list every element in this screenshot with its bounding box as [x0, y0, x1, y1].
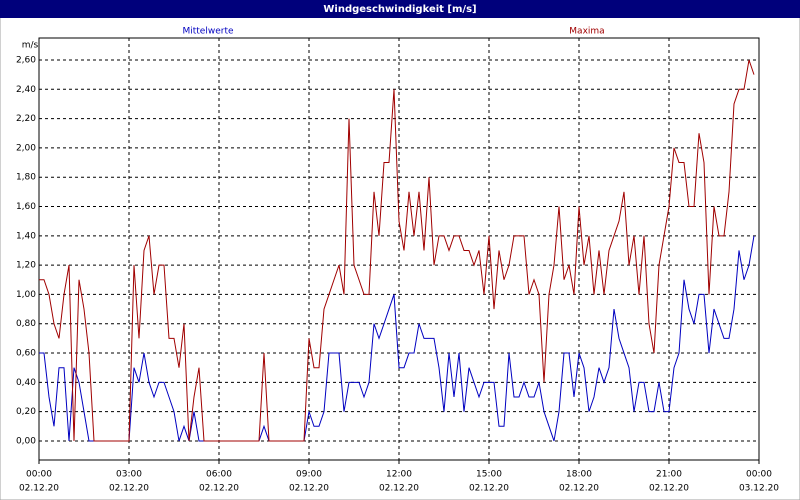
x-tick-date: 02.12.20: [379, 484, 419, 494]
y-tick-label: 1,60: [16, 202, 36, 212]
y-tick-label: 2,00: [16, 143, 36, 153]
x-tick-date: 02.12.20: [649, 484, 689, 494]
x-tick-label: 12:00: [386, 470, 412, 480]
x-tick-date: 02.12.20: [109, 484, 149, 494]
x-tick-label: 09:00: [296, 470, 322, 480]
chart-title: Windgeschwindigkeit [m/s]: [323, 4, 476, 15]
title-bar: [0, 0, 800, 18]
y-tick-label: 2,40: [16, 85, 36, 95]
y-tick-label: 0,20: [16, 407, 36, 417]
legend-label: Mittelwerte: [182, 27, 233, 37]
y-tick-label: 1,40: [16, 231, 36, 241]
y-tick-label: 0,80: [16, 319, 36, 329]
y-tick-label: 0,40: [16, 378, 36, 388]
y-tick-label: 2,20: [16, 114, 36, 124]
x-tick-date: 02.12.20: [199, 484, 239, 494]
y-tick-label: 1,00: [16, 290, 36, 300]
x-tick-label: 06:00: [206, 470, 232, 480]
x-tick-date: 02.12.20: [289, 484, 329, 494]
y-unit: m/s: [22, 41, 39, 51]
y-tick-label: 2,60: [16, 55, 36, 65]
x-tick-label: 21:00: [656, 470, 682, 480]
x-tick-date: 02.12.20: [559, 484, 599, 494]
x-tick-label: 15:00: [476, 470, 502, 480]
y-tick-label: 0,60: [16, 349, 36, 359]
y-tick-label: 0,00: [16, 436, 36, 446]
x-tick-date: 03.12.20: [739, 484, 779, 494]
legend-label: Maxima: [569, 27, 604, 37]
x-tick-date: 02.12.20: [469, 484, 509, 494]
x-tick-label: 00:00: [26, 470, 52, 480]
x-tick-label: 03:00: [116, 470, 142, 480]
series-line: [39, 235, 755, 442]
y-tick-label: 1,20: [16, 261, 36, 271]
y-tick-label: 1,80: [16, 173, 36, 183]
x-tick-label: 00:00: [746, 470, 772, 480]
series-line: [39, 59, 755, 442]
x-tick-label: 18:00: [566, 470, 592, 480]
x-tick-date: 02.12.20: [19, 484, 59, 494]
